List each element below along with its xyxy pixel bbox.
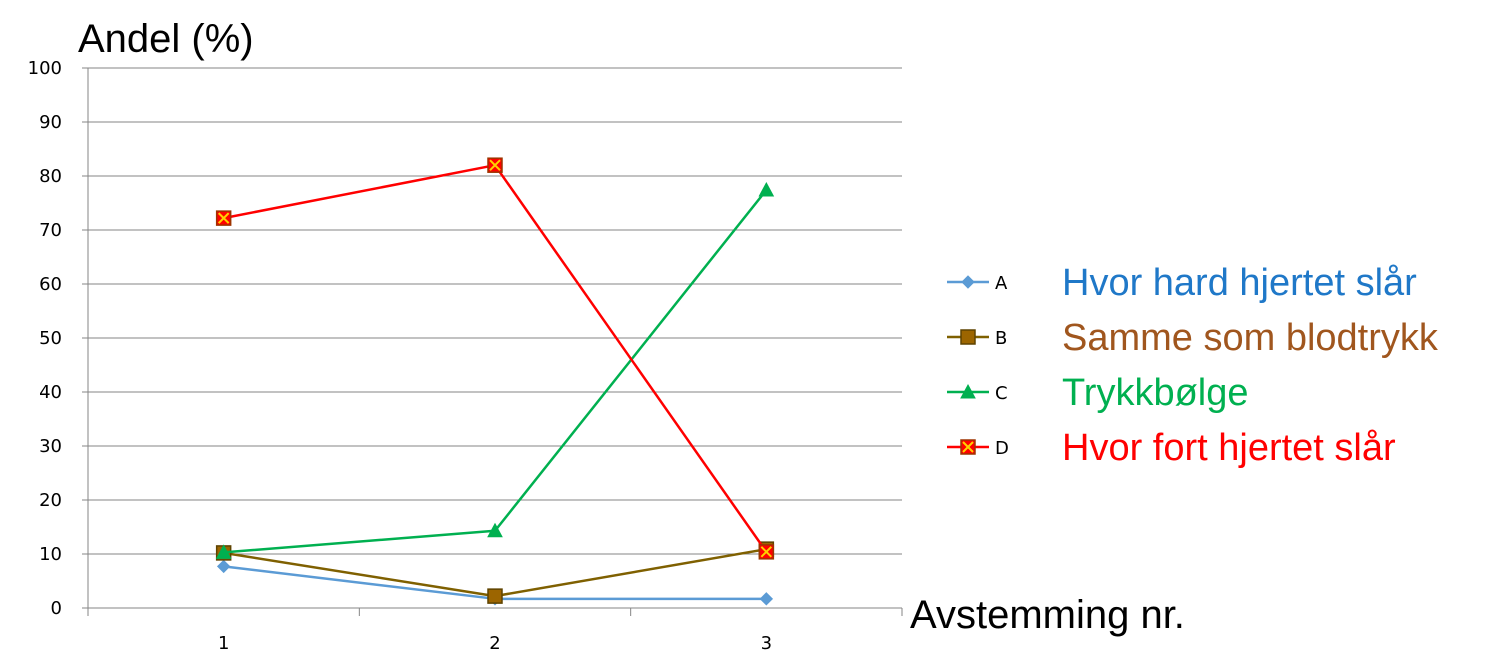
legend-marker-a [961, 275, 975, 289]
legend-description: Hvor hard hjertet slår [1062, 262, 1417, 304]
legend-description: Hvor fort hjertet slår [1062, 427, 1396, 469]
data-point-d [487, 157, 503, 173]
y-axis-title: Andel (%) [78, 17, 254, 61]
data-point-d [758, 544, 775, 560]
data-point-d-cross-b [489, 159, 501, 171]
legend-series-name: D [995, 438, 1009, 459]
legend-series-name: A [995, 273, 1008, 294]
series-line-d [223, 163, 768, 553]
data-point-b [487, 588, 503, 604]
data-point-a [759, 592, 774, 606]
legend-marker-b [960, 329, 976, 345]
data-point-c [758, 181, 775, 197]
y-tick-label: 90 [39, 112, 62, 133]
gridlines [88, 67, 902, 555]
y-tick-label: 70 [39, 220, 62, 241]
data-point-c [215, 544, 232, 559]
data-point-d [215, 210, 232, 226]
y-tick-label: 20 [39, 490, 62, 511]
y-tick-label: 60 [39, 274, 62, 295]
legend-description: Trykkbølge [1062, 372, 1249, 414]
data-point-d-cross-b [760, 546, 773, 558]
x-tick-label: 2 [489, 633, 500, 654]
x-axis-title: Avstemming nr. [910, 593, 1185, 637]
y-tick-label: 10 [39, 544, 62, 565]
data-point-c [487, 522, 503, 538]
y-tick-label: 40 [39, 382, 62, 403]
data-point-d-cross-b [217, 212, 230, 224]
y-tick-label: 0 [51, 598, 62, 619]
legend-marker-c [960, 383, 976, 399]
x-tick-label: 3 [761, 633, 772, 654]
y-tick-label: 30 [39, 436, 62, 457]
data-point-a [216, 559, 231, 574]
legend-series-name: B [995, 328, 1007, 349]
y-tick-label: 100 [28, 58, 62, 79]
y-tick-label: 80 [39, 166, 62, 187]
legend: A Hvor hard hjertet slår B Samme som blodtr… [947, 262, 1439, 469]
x-tick-label: 1 [218, 633, 229, 654]
legend-description: Samme som blodtrykk [1062, 317, 1439, 359]
legend-marker-d-cross-b [962, 441, 974, 453]
series-line-c [223, 189, 768, 554]
legend-marker-d [960, 439, 976, 455]
axes: 0 10 20 30 40 50 60 70 80 90 100 1 2 3 [28, 58, 903, 654]
legend-series-name: C [995, 383, 1008, 404]
series-lines [215, 157, 775, 606]
y-tick-label: 50 [39, 328, 62, 349]
